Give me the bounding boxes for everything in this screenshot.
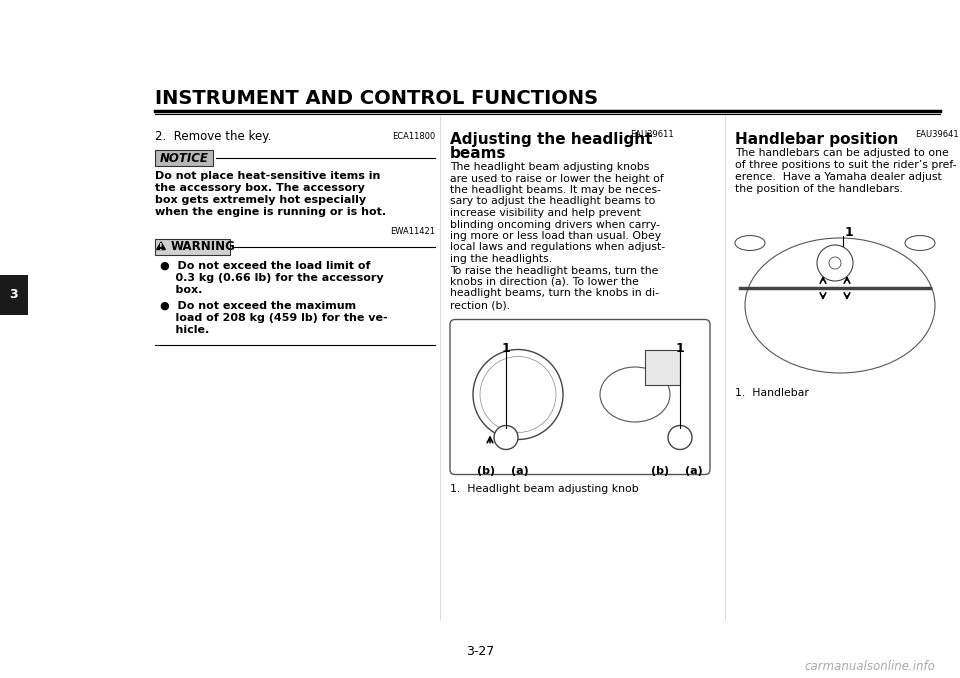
Text: The headlight beam adjusting knobs: The headlight beam adjusting knobs: [450, 162, 649, 172]
Text: carmanualsonline.info: carmanualsonline.info: [804, 660, 935, 673]
Text: increase visibility and help prevent: increase visibility and help prevent: [450, 208, 641, 218]
Text: To raise the headlight beams, turn the: To raise the headlight beams, turn the: [450, 266, 659, 275]
Text: beams: beams: [450, 146, 507, 161]
Text: EAU39641: EAU39641: [915, 130, 959, 139]
Text: EWA11421: EWA11421: [390, 227, 435, 236]
Text: INSTRUMENT AND CONTROL FUNCTIONS: INSTRUMENT AND CONTROL FUNCTIONS: [155, 89, 598, 108]
Text: 3: 3: [10, 289, 18, 302]
Text: NOTICE: NOTICE: [159, 151, 208, 165]
Text: sary to adjust the headlight beams to: sary to adjust the headlight beams to: [450, 197, 656, 207]
Text: are used to raise or lower the height of: are used to raise or lower the height of: [450, 174, 663, 184]
Polygon shape: [156, 242, 165, 250]
Circle shape: [473, 349, 563, 439]
Text: local laws and regulations when adjust-: local laws and regulations when adjust-: [450, 243, 665, 252]
Bar: [645, 349, 680, 384]
Text: 0.3 kg (0.66 lb) for the accessory: 0.3 kg (0.66 lb) for the accessory: [160, 273, 384, 283]
Circle shape: [817, 245, 853, 281]
Text: 1: 1: [845, 226, 853, 239]
Text: ●  Do not exceed the maximum: ● Do not exceed the maximum: [160, 301, 356, 311]
Text: The handlebars can be adjusted to one: The handlebars can be adjusted to one: [735, 148, 948, 158]
Text: ●  Do not exceed the load limit of: ● Do not exceed the load limit of: [160, 261, 371, 271]
Text: WARNING: WARNING: [171, 241, 236, 254]
Text: Adjusting the headlight: Adjusting the headlight: [450, 132, 653, 147]
Text: ECA11800: ECA11800: [392, 132, 435, 141]
Text: 1: 1: [502, 342, 511, 355]
Text: (b): (b): [651, 466, 669, 477]
Circle shape: [668, 426, 692, 450]
FancyBboxPatch shape: [155, 239, 230, 255]
Text: of three positions to suit the rider’s pref-: of three positions to suit the rider’s p…: [735, 160, 956, 170]
Text: 1.  Headlight beam adjusting knob: 1. Headlight beam adjusting knob: [450, 485, 638, 494]
Circle shape: [829, 257, 841, 269]
Text: Do not place heat-sensitive items in: Do not place heat-sensitive items in: [155, 171, 380, 181]
Text: ing the headlights.: ing the headlights.: [450, 254, 552, 264]
Ellipse shape: [735, 235, 765, 250]
Text: erence.  Have a Yamaha dealer adjust: erence. Have a Yamaha dealer adjust: [735, 172, 942, 182]
Text: the position of the handlebars.: the position of the handlebars.: [735, 184, 902, 194]
FancyBboxPatch shape: [155, 150, 213, 166]
Text: (a): (a): [511, 466, 529, 477]
Text: knobs in direction (a). To lower the: knobs in direction (a). To lower the: [450, 277, 638, 287]
Text: rection (b).: rection (b).: [450, 300, 510, 310]
Ellipse shape: [745, 238, 935, 373]
Text: ing more or less load than usual. Obey: ing more or less load than usual. Obey: [450, 231, 661, 241]
Ellipse shape: [600, 367, 670, 422]
Text: EAU39611: EAU39611: [630, 130, 674, 139]
Text: Handlebar position: Handlebar position: [735, 132, 899, 147]
Text: 1: 1: [676, 342, 684, 355]
Text: (b): (b): [477, 466, 495, 477]
Text: the accessory box. The accessory: the accessory box. The accessory: [155, 183, 365, 193]
Text: when the engine is running or is hot.: when the engine is running or is hot.: [155, 207, 386, 217]
Text: !: !: [159, 243, 163, 252]
Text: 1.  Handlebar: 1. Handlebar: [735, 388, 809, 398]
Text: blinding oncoming drivers when carry-: blinding oncoming drivers when carry-: [450, 220, 660, 229]
Text: the headlight beams. It may be neces-: the headlight beams. It may be neces-: [450, 185, 661, 195]
Circle shape: [494, 426, 518, 450]
Bar: [0, 275, 28, 315]
FancyBboxPatch shape: [450, 319, 710, 475]
Text: (a): (a): [685, 466, 703, 477]
Text: box.: box.: [160, 285, 203, 295]
Text: headlight beams, turn the knobs in di-: headlight beams, turn the knobs in di-: [450, 289, 659, 298]
Text: 3-27: 3-27: [466, 645, 494, 658]
Circle shape: [480, 357, 556, 433]
Text: 2.  Remove the key.: 2. Remove the key.: [155, 130, 272, 143]
Text: box gets extremely hot especially: box gets extremely hot especially: [155, 195, 366, 205]
Ellipse shape: [905, 235, 935, 250]
Text: load of 208 kg (459 lb) for the ve-: load of 208 kg (459 lb) for the ve-: [160, 313, 388, 323]
Text: hicle.: hicle.: [160, 325, 209, 335]
